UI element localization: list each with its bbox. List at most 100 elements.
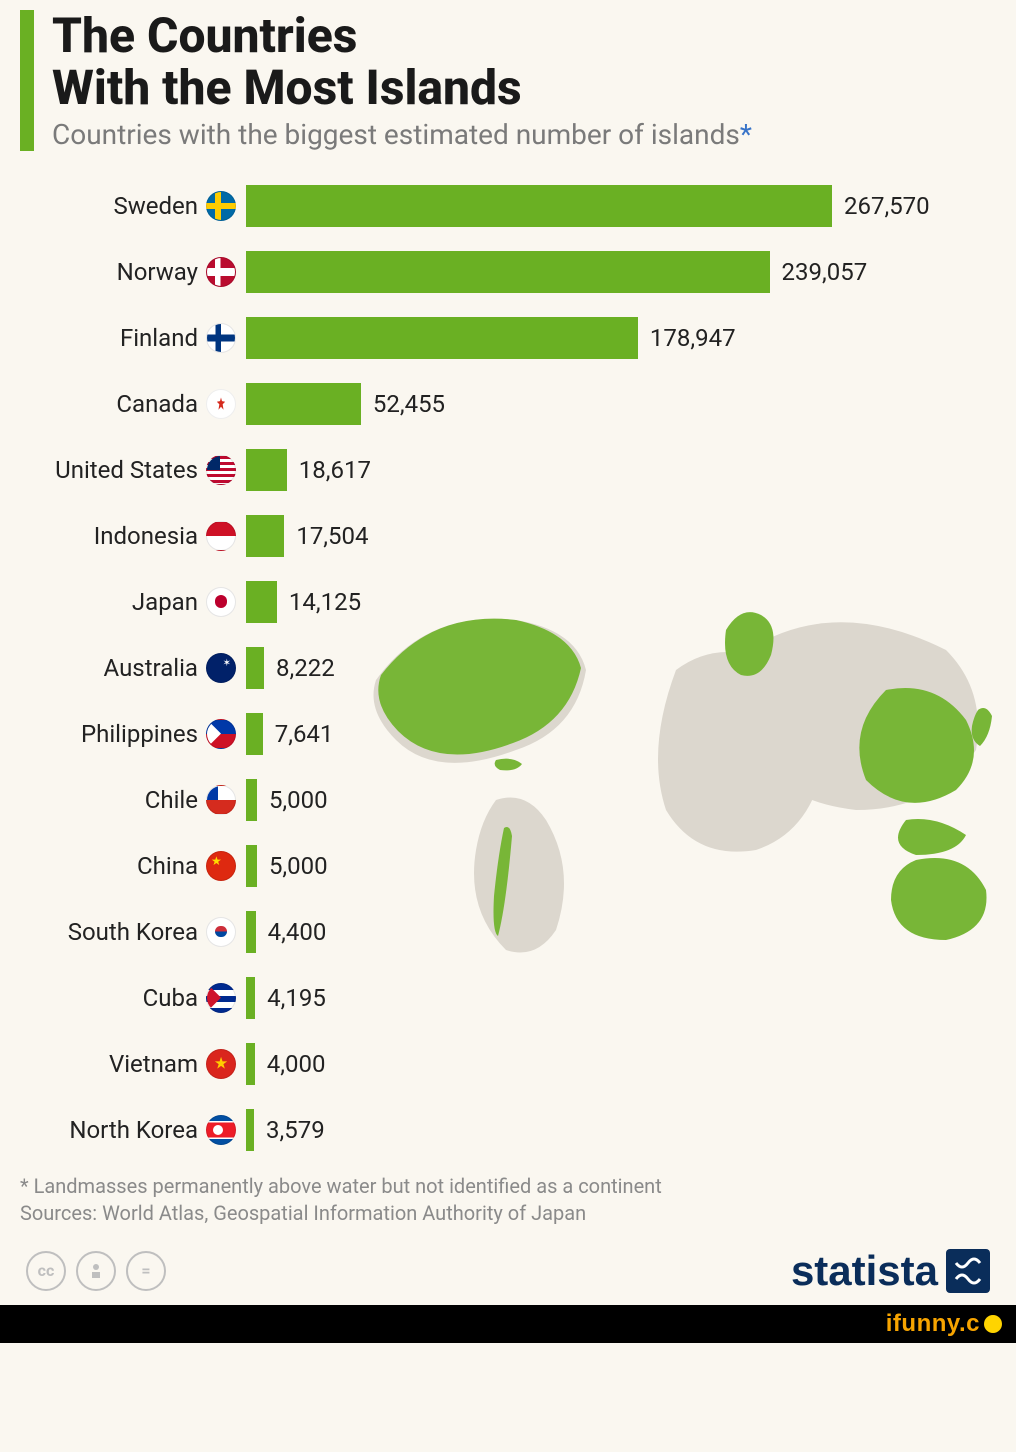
title-line2: With the Most Islands xyxy=(52,59,522,116)
bar-track: 4,195 xyxy=(246,977,996,1019)
bar-value: 8,222 xyxy=(276,654,335,682)
country-label: Sweden xyxy=(20,192,198,220)
flag-icon xyxy=(206,785,236,815)
bar-row: Vietnam 4,000 xyxy=(20,1037,996,1091)
country-label: China xyxy=(20,852,198,880)
bar-value: 17,504 xyxy=(296,522,368,550)
flag-icon xyxy=(206,1115,236,1145)
bar-value: 7,641 xyxy=(275,720,334,748)
country-label: Canada xyxy=(20,390,198,418)
bar-row: Canada 52,455 xyxy=(20,377,996,431)
bar-track: 18,617 xyxy=(246,449,996,491)
flag-icon xyxy=(206,587,236,617)
cc-icon: cc xyxy=(26,1251,66,1291)
accent-bar xyxy=(20,10,34,151)
bar-track: 178,947 xyxy=(246,317,996,359)
bar xyxy=(246,845,257,887)
bar-value: 178,947 xyxy=(650,324,736,352)
sources-line: Sources: World Atlas, Geospatial Informa… xyxy=(20,1200,996,1227)
bar xyxy=(246,383,361,425)
title-block: The Countries With the Most Islands Coun… xyxy=(20,10,996,151)
flag-icon xyxy=(206,389,236,419)
footnote: * Landmasses permanently above water but… xyxy=(20,1173,996,1227)
bar-row: China 5,000 xyxy=(20,839,996,893)
bar-row: Norway 239,057 xyxy=(20,245,996,299)
bar xyxy=(246,251,770,293)
bar-track: 14,125 xyxy=(246,581,996,623)
bar-track: 52,455 xyxy=(246,383,996,425)
bar-value: 4,400 xyxy=(268,918,327,946)
flag-icon xyxy=(206,455,236,485)
bar-track: 7,641 xyxy=(246,713,996,755)
subtitle: Countries with the biggest estimated num… xyxy=(52,118,752,151)
bar-track: 3,579 xyxy=(246,1109,996,1151)
footnote-line: * Landmasses permanently above water but… xyxy=(20,1173,996,1200)
bar-track: 17,504 xyxy=(246,515,996,557)
bar-value: 5,000 xyxy=(269,786,328,814)
cc-license-icons: cc = xyxy=(26,1251,166,1291)
bar-row: Japan 14,125 xyxy=(20,575,996,629)
bar xyxy=(246,515,284,557)
country-label: Cuba xyxy=(20,984,198,1012)
country-label: United States xyxy=(20,456,198,484)
watermark-strip: ifunny.c xyxy=(0,1305,1016,1343)
bar xyxy=(246,185,832,227)
bar-value: 239,057 xyxy=(782,258,868,286)
country-label: Norway xyxy=(20,258,198,286)
bar-value: 52,455 xyxy=(373,390,445,418)
country-label: North Korea xyxy=(20,1116,198,1144)
bar-value: 5,000 xyxy=(269,852,328,880)
bar-row: Philippines7,641 xyxy=(20,707,996,761)
bar-row: Indonesia 17,504 xyxy=(20,509,996,563)
title: The Countries With the Most Islands xyxy=(52,10,752,114)
bar-value: 4,195 xyxy=(267,984,326,1012)
bar xyxy=(246,911,256,953)
bar-track: 4,400 xyxy=(246,911,996,953)
flag-icon xyxy=(206,191,236,221)
by-icon xyxy=(76,1251,116,1291)
bar-row: Cuba 4,195 xyxy=(20,971,996,1025)
country-label: Japan xyxy=(20,588,198,616)
flag-icon xyxy=(206,257,236,287)
footer: cc = statista xyxy=(20,1247,996,1295)
statista-logo: statista xyxy=(791,1247,990,1295)
bar-track: 239,057 xyxy=(246,251,996,293)
bar-value: 4,000 xyxy=(267,1050,326,1078)
bar-track: 5,000 xyxy=(246,779,996,821)
bar-row: South Korea 4,400 xyxy=(20,905,996,959)
flag-icon xyxy=(206,1049,236,1079)
flag-icon xyxy=(206,653,236,683)
country-label: Indonesia xyxy=(20,522,198,550)
bar-track: 5,000 xyxy=(246,845,996,887)
nd-icon: = xyxy=(126,1251,166,1291)
title-line1: The Countries xyxy=(52,7,357,64)
bar-row: United States 18,617 xyxy=(20,443,996,497)
country-label: Australia xyxy=(20,654,198,682)
flag-icon xyxy=(206,323,236,353)
bar-track: 267,570 xyxy=(246,185,996,227)
bar-value: 267,570 xyxy=(844,192,930,220)
bar-row: Chile 5,000 xyxy=(20,773,996,827)
flag-icon xyxy=(206,521,236,551)
flag-icon xyxy=(206,983,236,1013)
bar-track: 4,000 xyxy=(246,1043,996,1085)
bar-value: 14,125 xyxy=(289,588,361,616)
infographic: The Countries With the Most Islands Coun… xyxy=(0,0,1016,1305)
country-label: Finland xyxy=(20,324,198,352)
flag-icon xyxy=(206,719,236,749)
bar xyxy=(246,317,638,359)
ifunny-watermark: ifunny.c xyxy=(886,1310,1002,1338)
flag-icon xyxy=(206,917,236,947)
bar xyxy=(246,581,277,623)
bar xyxy=(246,713,263,755)
flag-icon xyxy=(206,851,236,881)
country-label: South Korea xyxy=(20,918,198,946)
country-label: Chile xyxy=(20,786,198,814)
bar xyxy=(246,1043,255,1085)
country-label: Vietnam xyxy=(20,1050,198,1078)
bar-chart: Sweden 267,570 Norway 239,057 Finland 178,947… xyxy=(20,179,996,1157)
bar xyxy=(246,779,257,821)
bar-value: 3,579 xyxy=(266,1116,325,1144)
bar-row: Finland 178,947 xyxy=(20,311,996,365)
bar-track: 8,222 xyxy=(246,647,996,689)
